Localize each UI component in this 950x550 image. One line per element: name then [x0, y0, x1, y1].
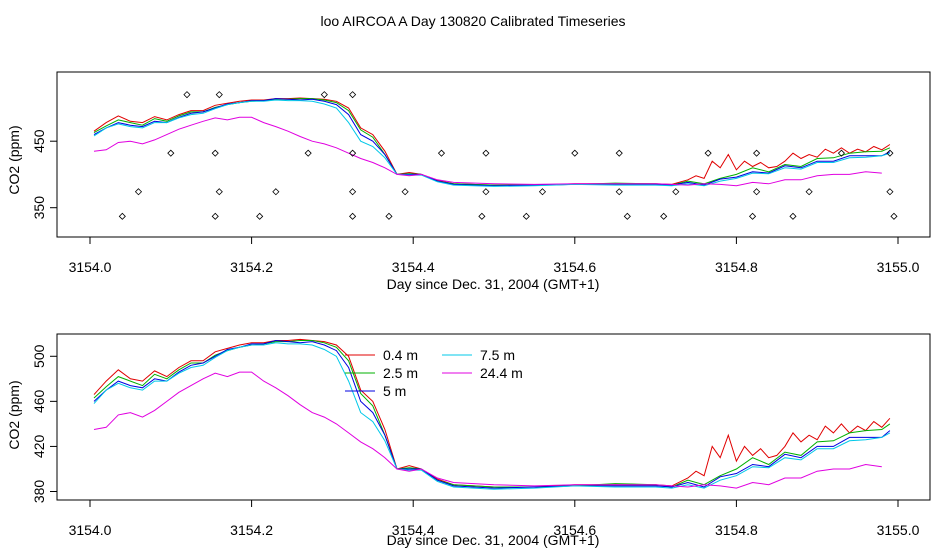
top-series-line-3	[93, 99, 891, 187]
top-y-axis-label: CO2 (ppm)	[6, 125, 22, 194]
top-diamond-marker-38	[886, 188, 894, 196]
legend-label-0: 0.4 m	[383, 347, 418, 363]
top-diamond-marker-3	[183, 91, 191, 99]
top-diamond-marker-12	[349, 212, 357, 220]
bottom-x-tick-label-5: 3155.0	[877, 522, 920, 538]
top-diamond-marker-27	[623, 212, 631, 220]
top-x-axis-label: Day since Dec. 31, 2004 (GMT+1)	[387, 276, 600, 292]
bottom-y-axis: 380 420 460 500	[31, 344, 58, 504]
top-diamond-marker-16	[385, 212, 393, 220]
top-series-line-4	[93, 116, 882, 187]
bottom-x-tick-label-3: 3154.6	[553, 522, 596, 538]
top-diamond-marker-21	[482, 149, 490, 157]
bottom-series-layer	[93, 338, 891, 490]
top-diamond-marker-22	[522, 212, 530, 220]
bottom-panel: 3154.0 3154.2 3154.4 3154.6 3154.8 3155.0 380…	[6, 333, 931, 548]
bottom-y-tick-label-3: 500	[31, 344, 47, 368]
top-diamond-marker-6	[215, 91, 223, 99]
bottom-y-tick-label-0: 380	[31, 480, 47, 504]
top-diamond-marker-24	[571, 149, 579, 157]
top-diamond-marker-18	[437, 149, 446, 157]
legend-label-4: 24.4 m	[480, 365, 523, 381]
bottom-series-line-3	[93, 342, 891, 490]
top-x-tick-label-0: 3154.0	[69, 259, 112, 275]
bottom-x-tick-label-0: 3154.0	[69, 522, 112, 538]
top-y-tick-label-0: 350	[31, 196, 47, 220]
top-diamond-marker-1	[134, 188, 143, 196]
top-diamond-marker-13	[349, 188, 357, 196]
bottom-series-line-4	[93, 371, 882, 489]
top-diamond-marker-10	[304, 149, 312, 157]
top-diamond-marker-39	[890, 212, 898, 220]
top-diamond-marker-15	[349, 91, 357, 99]
legend-label-3: 7.5 m	[480, 347, 515, 363]
top-diamond-marker-28	[660, 212, 668, 220]
top-y-axis: 350 450	[31, 129, 58, 220]
top-diamond-marker-35	[805, 188, 813, 196]
top-x-axis: 3154.0 3154.2 3154.4 3154.6 3154.8 3155.0	[69, 236, 920, 275]
legend-label-2: 5 m	[383, 383, 406, 399]
top-diamond-marker-26	[615, 149, 623, 157]
bottom-y-tick-label-2: 460	[31, 389, 47, 413]
bottom-y-tick-label-1: 420	[31, 435, 47, 459]
bottom-x-tick-label-1: 3154.2	[230, 522, 273, 538]
bottom-y-axis-label: CO2 (ppm)	[6, 380, 22, 449]
top-diamond-marker-32	[753, 188, 761, 196]
top-diamond-marker-7	[211, 149, 219, 157]
top-diamond-marker-31	[748, 212, 757, 220]
top-diamond-marker-34	[789, 212, 797, 220]
top-y-tick-label-1: 450	[31, 129, 47, 153]
bottom-x-tick-label-4: 3154.8	[715, 522, 758, 538]
bottom-x-axis: 3154.0 3154.2 3154.4 3154.6 3154.8 3155.0	[69, 499, 920, 538]
top-diamond-marker-25	[615, 188, 623, 196]
top-series-layer	[93, 97, 891, 187]
top-diamond-marker-2	[167, 149, 175, 157]
top-diamond-marker-5	[215, 188, 223, 196]
bottom-series-line-2	[93, 339, 891, 489]
top-x-tick-label-1: 3154.2	[230, 259, 273, 275]
top-diamond-marker-14	[349, 149, 357, 157]
top-x-tick-label-2: 3154.4	[392, 259, 435, 275]
top-diamond-marker-8	[256, 212, 264, 220]
top-diamond-marker-9	[272, 188, 280, 196]
top-diamond-marker-23	[538, 188, 547, 196]
top-panel: 3154.0 3154.2 3154.4 3154.6 3154.8 3155.0 350…	[6, 71, 931, 292]
top-x-tick-label-4: 3154.8	[715, 259, 758, 275]
bottom-x-axis-label: Day since Dec. 31, 2004 (GMT+1)	[387, 532, 600, 548]
top-diamond-marker-19	[478, 212, 486, 220]
top-diamond-marker-0	[118, 212, 126, 220]
top-diamond-marker-37	[886, 149, 894, 157]
figure-title: loo AIRCOA A Day 130820 Calibrated Times…	[320, 13, 625, 29]
bottom-legend: 0.4 m 2.5 m 5 m 7.5 m 24.4 m	[345, 347, 523, 399]
top-diamond-marker-11	[320, 91, 328, 99]
top-diamond-marker-29	[672, 188, 680, 196]
top-diamond-marker-30	[704, 149, 712, 157]
top-marker-layer	[118, 91, 898, 220]
top-x-tick-label-3: 3154.6	[553, 259, 596, 275]
top-diamond-marker-20	[482, 188, 490, 196]
top-series-line-2	[93, 98, 891, 187]
top-diamond-marker-33	[753, 149, 761, 157]
top-diamond-marker-17	[401, 188, 409, 196]
top-diamond-marker-36	[837, 149, 846, 157]
legend-label-1: 2.5 m	[383, 365, 418, 381]
bottom-x-tick-label-2: 3154.4	[392, 522, 435, 538]
top-diamond-marker-4	[211, 212, 219, 220]
top-x-tick-label-5: 3155.0	[877, 259, 920, 275]
